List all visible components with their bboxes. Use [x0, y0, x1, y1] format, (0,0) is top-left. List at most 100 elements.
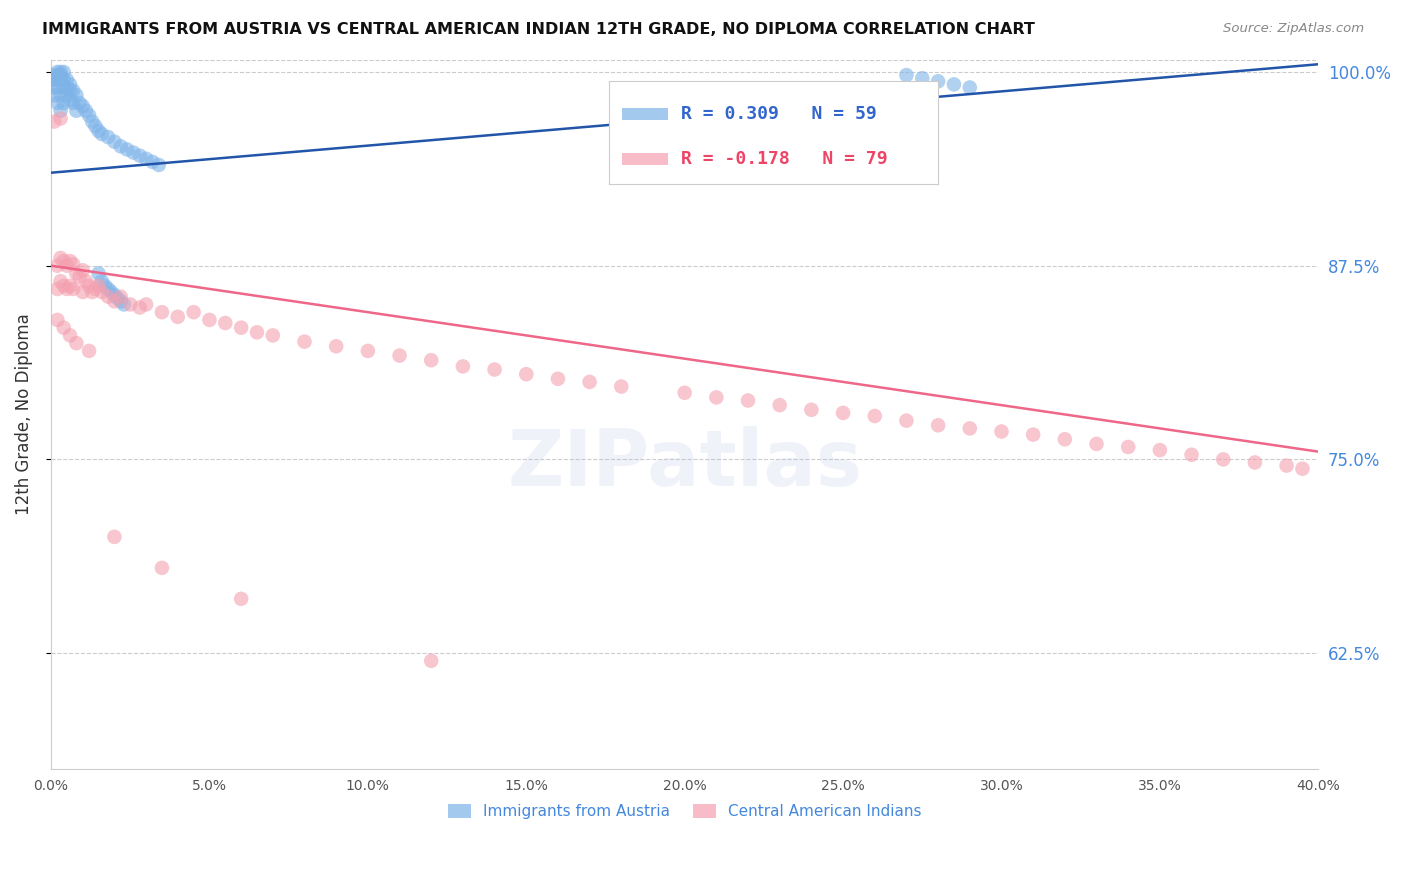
- Point: [135, 297, 157, 311]
- Point: [72, 263, 94, 277]
- Point: [800, 402, 823, 417]
- Point: [1180, 448, 1202, 462]
- Point: [110, 290, 132, 304]
- Point: [959, 421, 981, 435]
- Point: [46, 282, 69, 296]
- Point: [1212, 452, 1234, 467]
- Point: [911, 71, 934, 86]
- Point: [69, 269, 91, 284]
- Point: [72, 285, 94, 299]
- Point: [484, 362, 506, 376]
- Point: [959, 80, 981, 95]
- Point: [46, 259, 69, 273]
- Point: [1116, 440, 1139, 454]
- Point: [97, 130, 120, 145]
- Point: [388, 349, 411, 363]
- Point: [49, 112, 72, 126]
- Point: [214, 316, 236, 330]
- Point: [84, 282, 107, 296]
- Point: [262, 328, 284, 343]
- Point: [103, 288, 125, 302]
- Point: [59, 93, 82, 107]
- Text: IMMIGRANTS FROM AUSTRIA VS CENTRAL AMERICAN INDIAN 12TH GRADE, NO DIPLOMA CORREL: IMMIGRANTS FROM AUSTRIA VS CENTRAL AMERI…: [42, 22, 1035, 37]
- Point: [49, 65, 72, 79]
- Point: [46, 95, 69, 110]
- Point: [62, 95, 84, 110]
- Point: [1085, 437, 1108, 451]
- Point: [65, 88, 87, 103]
- Point: [135, 152, 157, 166]
- Point: [49, 88, 72, 103]
- Point: [87, 278, 110, 293]
- Point: [927, 418, 949, 433]
- Point: [704, 391, 727, 405]
- Point: [120, 297, 142, 311]
- Point: [52, 72, 75, 87]
- Point: [44, 72, 66, 87]
- Point: [110, 294, 132, 309]
- Point: [420, 654, 443, 668]
- Point: [128, 149, 150, 163]
- Point: [75, 274, 97, 288]
- Legend: Immigrants from Austria, Central American Indians: Immigrants from Austria, Central America…: [441, 798, 928, 825]
- Point: [52, 95, 75, 110]
- Point: [1022, 427, 1045, 442]
- Point: [56, 282, 79, 296]
- Point: [59, 84, 82, 98]
- Point: [231, 320, 253, 334]
- Point: [52, 65, 75, 79]
- Point: [97, 282, 120, 296]
- Point: [52, 278, 75, 293]
- Point: [44, 114, 66, 128]
- Point: [1275, 458, 1298, 473]
- Point: [46, 313, 69, 327]
- Y-axis label: 12th Grade, No Diploma: 12th Grade, No Diploma: [15, 314, 32, 516]
- Point: [896, 68, 918, 82]
- Point: [90, 274, 112, 288]
- Point: [49, 103, 72, 118]
- Point: [56, 88, 79, 103]
- Point: [87, 124, 110, 138]
- Point: [246, 326, 269, 340]
- Point: [100, 285, 122, 299]
- Point: [44, 68, 66, 82]
- Point: [112, 297, 135, 311]
- Point: [896, 414, 918, 428]
- Point: [769, 398, 792, 412]
- Point: [737, 393, 759, 408]
- Point: [927, 74, 949, 88]
- Point: [150, 305, 173, 319]
- Point: [75, 103, 97, 118]
- Point: [231, 591, 253, 606]
- Point: [82, 114, 104, 128]
- Point: [451, 359, 474, 374]
- Point: [49, 68, 72, 82]
- Point: [1244, 455, 1267, 469]
- Point: [65, 336, 87, 351]
- Point: [578, 375, 600, 389]
- Point: [148, 158, 170, 172]
- Point: [62, 282, 84, 296]
- Point: [183, 305, 205, 319]
- Point: [56, 80, 79, 95]
- Point: [52, 320, 75, 334]
- Point: [65, 267, 87, 281]
- Point: [52, 254, 75, 268]
- Point: [94, 278, 117, 293]
- Point: [52, 80, 75, 95]
- Point: [84, 120, 107, 134]
- Point: [107, 291, 129, 305]
- Point: [97, 290, 120, 304]
- Point: [49, 251, 72, 265]
- Point: [990, 425, 1012, 439]
- Point: [49, 274, 72, 288]
- Point: [44, 80, 66, 95]
- Point: [515, 367, 537, 381]
- Point: [59, 278, 82, 293]
- Point: [46, 68, 69, 82]
- Point: [82, 285, 104, 299]
- Point: [128, 301, 150, 315]
- Point: [1149, 443, 1171, 458]
- Point: [87, 267, 110, 281]
- Point: [115, 143, 138, 157]
